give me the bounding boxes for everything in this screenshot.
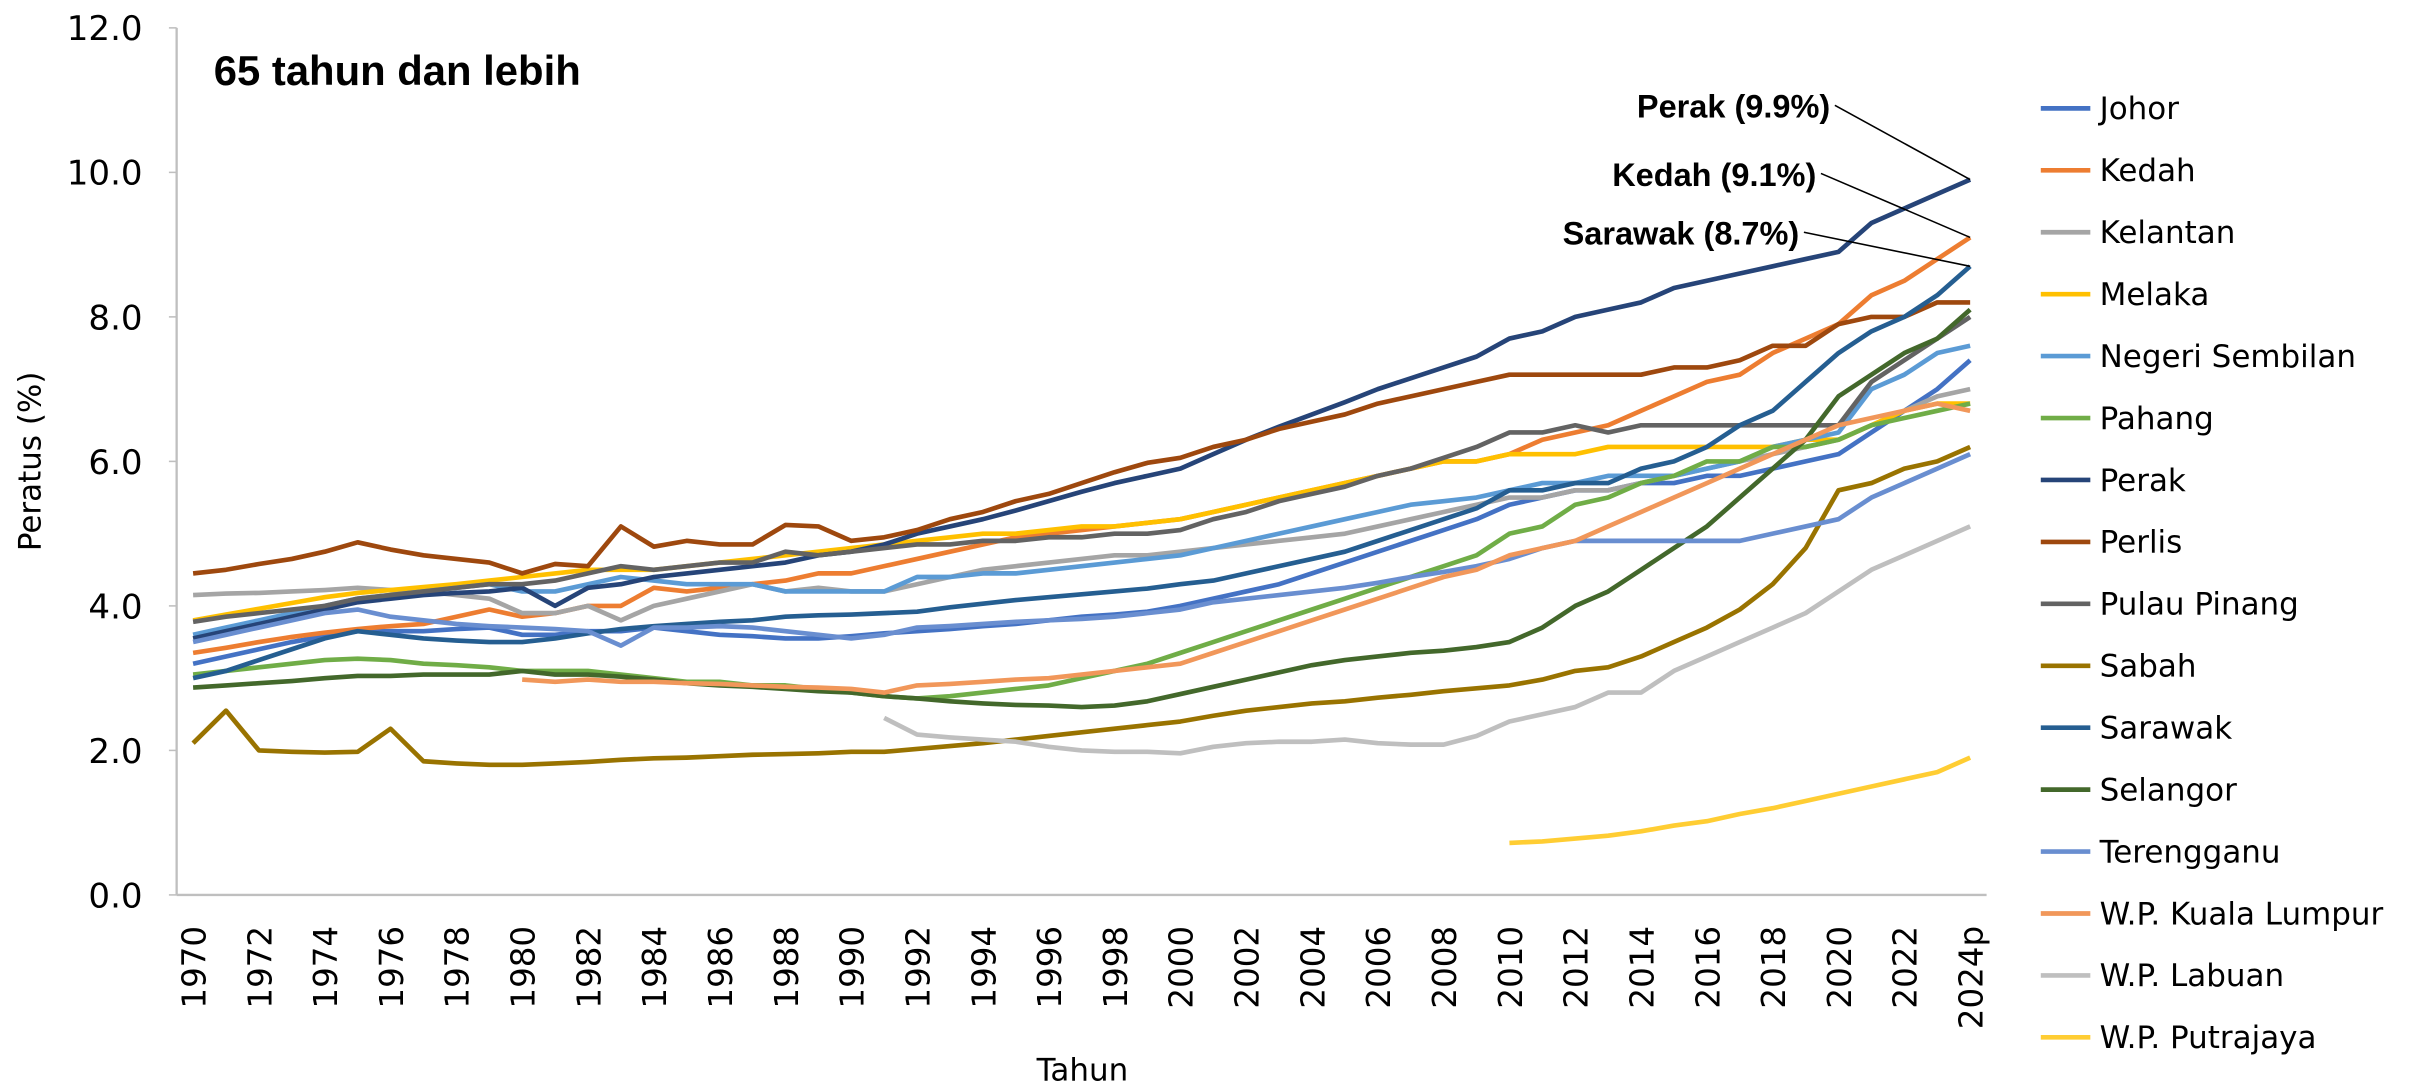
- x-tick-label: 1996: [1031, 926, 1069, 1009]
- y-axis-label: Peratus (%): [12, 372, 48, 552]
- x-tick-label: 1984: [636, 926, 674, 1009]
- x-tick-label: 1998: [1097, 926, 1135, 1009]
- legend-label: Sarawak: [2100, 711, 2233, 747]
- series-line: [191, 444, 1972, 768]
- x-tick-label: 1970: [175, 926, 213, 1009]
- annotation-leader: [1820, 172, 1971, 239]
- x-tick-label: 1982: [570, 926, 608, 1009]
- legend-label: W.P. Labuan: [2100, 958, 2284, 994]
- x-tick-label: 2000: [1163, 926, 1201, 1009]
- x-tick-label: 2008: [1426, 926, 1464, 1009]
- series-line: [192, 314, 1972, 625]
- x-tick-label: 1972: [241, 926, 279, 1009]
- series-line: [192, 235, 1972, 656]
- x-tick-label: 2024p: [1953, 926, 1991, 1029]
- y-tick-label: 12.0: [67, 9, 143, 49]
- x-tick-label: 2016: [1689, 926, 1727, 1009]
- y-tick-label: 0.0: [88, 876, 142, 916]
- annotation: Kedah (9.1%): [1612, 157, 1816, 193]
- legend-label: Pulau Pinang: [2100, 587, 2299, 623]
- x-axis-label: Tahun: [1036, 1053, 1129, 1089]
- series-line: [192, 264, 1972, 681]
- legend-label: Melaka: [2100, 277, 2210, 313]
- series-line: [192, 401, 1971, 701]
- x-tick-label: 1994: [965, 926, 1003, 1009]
- annotation-leader: [1803, 231, 1971, 268]
- x-tick-label: 2006: [1360, 926, 1398, 1009]
- y-tick-label: 10.0: [67, 154, 143, 194]
- x-tick-label: 2010: [1492, 926, 1530, 1009]
- legend-label: Perlis: [2100, 525, 2183, 561]
- x-tick-label: 1974: [307, 926, 345, 1009]
- legend-label: Negeri Sembilan: [2100, 339, 2356, 375]
- legend-label: Pahang: [2100, 401, 2214, 437]
- x-tick-label: 1978: [439, 926, 477, 1009]
- x-tick-label: 2020: [1821, 926, 1859, 1009]
- legend-label: Selangor: [2100, 772, 2237, 808]
- series-line: [192, 307, 1972, 710]
- legend-label: Kelantan: [2100, 215, 2236, 251]
- x-tick-label: 2018: [1755, 926, 1793, 1009]
- series-line: [192, 401, 1971, 623]
- y-tick-label: 6.0: [88, 443, 142, 483]
- legend-label: Sabah: [2100, 649, 2197, 685]
- series-line: [192, 177, 1972, 641]
- x-tick-label: 1988: [768, 926, 806, 1009]
- x-tick-label: 2002: [1229, 926, 1267, 1009]
- y-tick-label: 2.0: [88, 732, 142, 772]
- legend-label: Perak: [2100, 463, 2186, 499]
- annotation-leader: [1834, 104, 1971, 181]
- y-tick-label: 4.0: [88, 587, 142, 627]
- x-tick-label: 2022: [1887, 926, 1925, 1009]
- legend-label: Johor: [2098, 91, 2180, 127]
- legend-label: Kedah: [2100, 153, 2196, 189]
- x-tick-label: 2012: [1558, 926, 1596, 1009]
- chart-title: 65 tahun dan lebih: [214, 47, 581, 94]
- series-line: [192, 452, 1972, 648]
- annotation: Perak (9.9%): [1637, 89, 1830, 125]
- series-line: [883, 524, 1972, 756]
- x-tick-label: 1976: [373, 926, 411, 1009]
- legend-label: W.P. Kuala Lumpur: [2100, 896, 2384, 932]
- x-tick-label: 1992: [899, 926, 937, 1009]
- legend-label: W.P. Putrajaya: [2100, 1020, 2317, 1056]
- series-line: [192, 300, 1971, 576]
- x-tick-label: 1990: [834, 926, 872, 1009]
- series-line: [522, 401, 1971, 695]
- x-tick-label: 2004: [1294, 926, 1332, 1009]
- legend-label: Terengganu: [2099, 834, 2281, 870]
- x-tick-label: 2014: [1623, 926, 1661, 1009]
- x-tick-label: 1980: [505, 926, 543, 1009]
- x-tick-label: 1986: [702, 926, 740, 1009]
- y-tick-label: 8.0: [88, 298, 142, 338]
- annotation: Sarawak (8.7%): [1563, 216, 1800, 252]
- series-line: [1509, 755, 1972, 846]
